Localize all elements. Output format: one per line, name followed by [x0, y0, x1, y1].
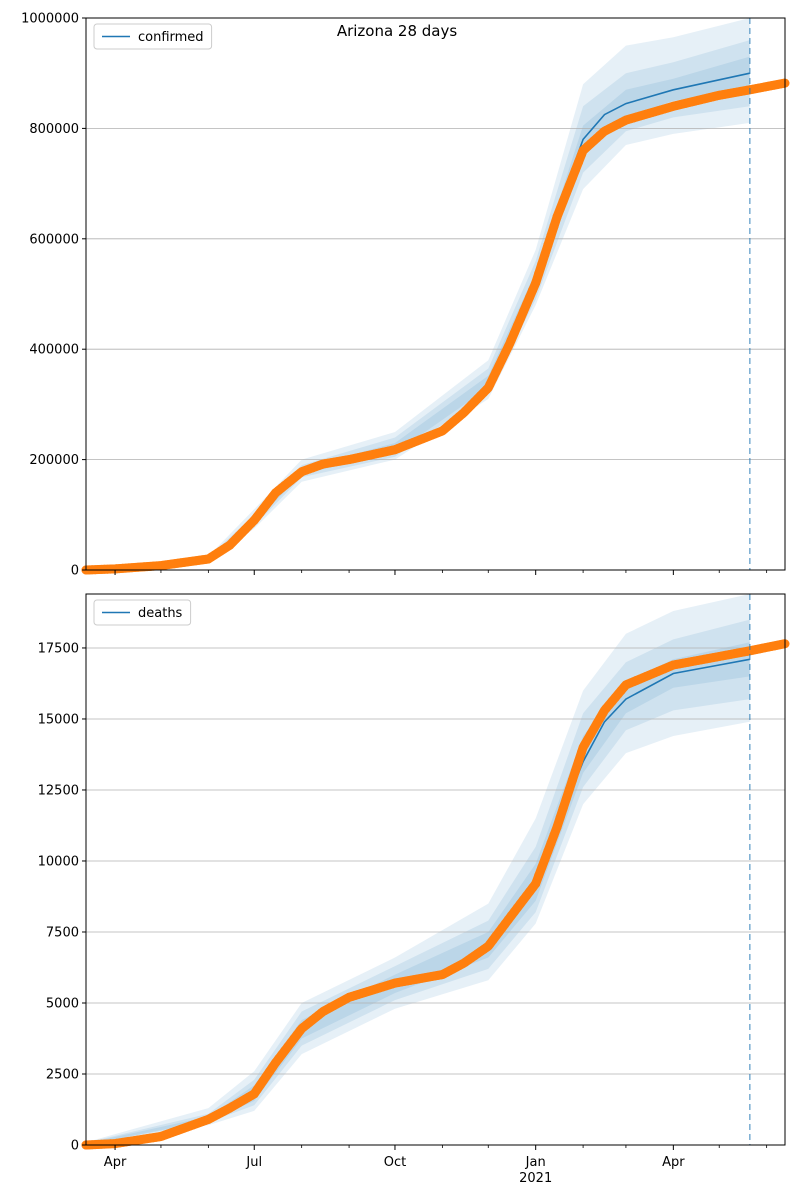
deaths-observed-point — [571, 766, 580, 776]
deaths-xtick-label: Apr — [662, 1155, 685, 1170]
deaths-ytick-label: 7500 — [46, 925, 79, 940]
deaths-plot-frame — [85, 593, 786, 1146]
confirmed-plot-frame — [85, 17, 786, 571]
confirmed-observed-point — [779, 78, 788, 88]
deaths-legend-box — [93, 599, 192, 626]
deaths-observed-point — [574, 756, 583, 766]
deaths-observed-point — [537, 863, 547, 872]
confirmed-observed-point — [534, 269, 544, 278]
confirmed-observed-point — [509, 328, 519, 338]
deaths-panel: 0 2500 5000 7500 10000 12500 15000 17500 Apr Jul O… — [38, 593, 790, 1186]
confirmed-observed-point — [537, 259, 547, 269]
confirmed-panel: 0 200000 400000 600000 800000 1000000 confirm… — [21, 12, 790, 579]
confirmed-observed-point — [522, 299, 531, 309]
deaths-observed-point — [534, 871, 544, 881]
deaths-observed-point — [779, 639, 788, 649]
deaths-observed-point — [555, 813, 565, 822]
confirmed-observed-point — [558, 196, 568, 206]
confirmed-observed-point — [567, 173, 577, 183]
deaths-observed-point — [552, 822, 562, 832]
confirmed-axes: 0 200000 400000 600000 800000 1000000 — [21, 12, 786, 579]
deaths-band-2 — [86, 642, 750, 1145]
deaths-observed-point — [540, 854, 550, 864]
confirmed-observed-point — [531, 278, 541, 288]
confirmed-observed-point — [518, 307, 528, 316]
deaths-series — [81, 639, 790, 1150]
confirmed-legend: confirmed — [93, 23, 213, 50]
confirmed-observed-point — [564, 181, 574, 190]
deaths-xtick-label: Apr — [104, 1155, 127, 1170]
deaths-legend-label: deaths — [138, 606, 183, 621]
confirmed-observed-point — [574, 157, 583, 167]
confirmed-observed-point — [549, 221, 559, 231]
confirmed-ytick-label: 800000 — [29, 122, 79, 137]
deaths-observed-point — [549, 830, 559, 840]
confirmed-band-1 — [86, 40, 750, 571]
deaths-xtick-label: Jul — [245, 1155, 262, 1170]
deaths-xtick-label: Jan — [525, 1155, 546, 1170]
confirmed-series — [81, 72, 790, 575]
deaths-observed-point — [546, 838, 556, 848]
confirmed-ytick-label: 0 — [71, 564, 79, 579]
confirmed-observed-point — [546, 231, 556, 241]
confirmed-observed-point — [571, 165, 580, 175]
deaths-ytick-label: 2500 — [46, 1067, 79, 1082]
deaths-observed-point — [564, 785, 574, 794]
deaths-ytick-label: 0 — [71, 1139, 79, 1154]
deaths-observed-point — [558, 803, 568, 813]
deaths-axes: 0 2500 5000 7500 10000 12500 15000 17500 Apr Jul O… — [38, 593, 786, 1186]
confirmed-observed-point — [528, 285, 538, 295]
confirmed-ytick-label: 1000000 — [21, 12, 79, 27]
deaths-ytick-label: 10000 — [38, 854, 79, 869]
confirmed-observed-point — [555, 204, 565, 214]
confirmed-observed-point — [540, 250, 550, 260]
confirmed-observed-point — [503, 342, 513, 352]
deaths-ytick-label: 15000 — [38, 712, 79, 727]
deaths-ytick-label: 5000 — [46, 996, 79, 1011]
deaths-observed-point — [561, 794, 571, 804]
confirmed-observed-point — [543, 240, 553, 250]
confirmed-ytick-label: 600000 — [29, 232, 79, 247]
deaths-observed-point — [543, 846, 553, 856]
figure-title: Arizona 28 days — [337, 22, 458, 40]
deaths-ytick-label: 12500 — [38, 783, 79, 798]
confirmed-observed-point — [515, 314, 525, 324]
deaths-xtick-year-label: 2021 — [519, 1171, 552, 1186]
confirmed-observed-point — [512, 321, 522, 331]
deaths-band-0 — [86, 594, 750, 1145]
confirmed-ytick-label: 200000 — [29, 453, 79, 468]
deaths-observed-point — [577, 747, 587, 757]
deaths-xtick-label: Oct — [384, 1155, 406, 1170]
confirmed-ytick-label: 400000 — [29, 343, 79, 358]
confirmed-observed-point — [552, 212, 562, 222]
deaths-observed-point — [531, 879, 541, 889]
confirmed-observed-point — [525, 292, 535, 302]
confirmed-legend-label: confirmed — [138, 30, 204, 45]
confirmed-observed-point — [561, 188, 571, 198]
confirmed-legend-box — [93, 23, 213, 50]
confirmed-observed-point — [506, 335, 516, 345]
deaths-ytick-label: 17500 — [38, 641, 79, 656]
deaths-legend: deaths — [93, 599, 192, 626]
deaths-observed-point — [567, 775, 577, 785]
